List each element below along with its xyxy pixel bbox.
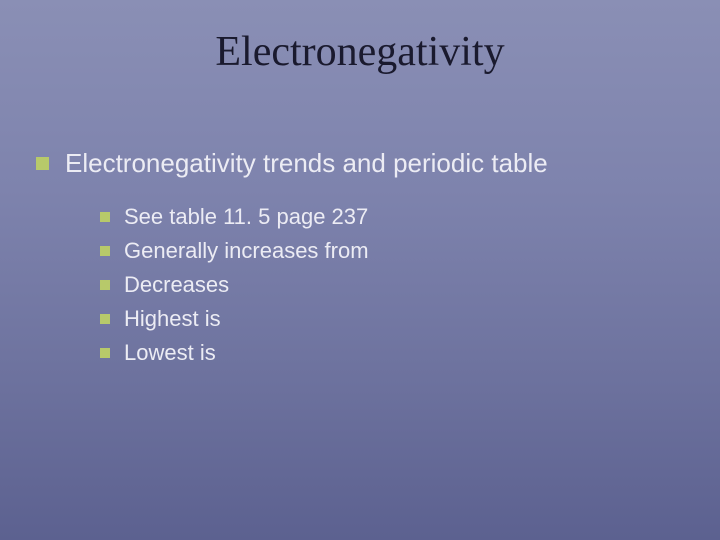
list-item: Lowest is [100,340,369,366]
sub-bullet-list: See table 11. 5 page 237 Generally incre… [100,204,369,374]
bullet-icon [100,212,110,222]
list-item: Highest is [100,306,369,332]
list-item: Decreases [100,272,369,298]
main-bullet-row: Electronegativity trends and periodic ta… [36,148,548,179]
sub-bullet-text: See table 11. 5 page 237 [124,204,368,230]
list-item: Generally increases from [100,238,369,264]
bullet-icon [100,280,110,290]
sub-bullet-text: Generally increases from [124,238,369,264]
bullet-icon [100,246,110,256]
bullet-icon [100,314,110,324]
sub-bullet-text: Highest is [124,306,221,332]
sub-bullet-text: Lowest is [124,340,216,366]
bullet-icon [100,348,110,358]
slide-title: Electronegativity [0,28,720,76]
sub-bullet-text: Decreases [124,272,229,298]
bullet-icon [36,157,49,170]
list-item: See table 11. 5 page 237 [100,204,369,230]
main-bullet-text: Electronegativity trends and periodic ta… [65,148,548,179]
